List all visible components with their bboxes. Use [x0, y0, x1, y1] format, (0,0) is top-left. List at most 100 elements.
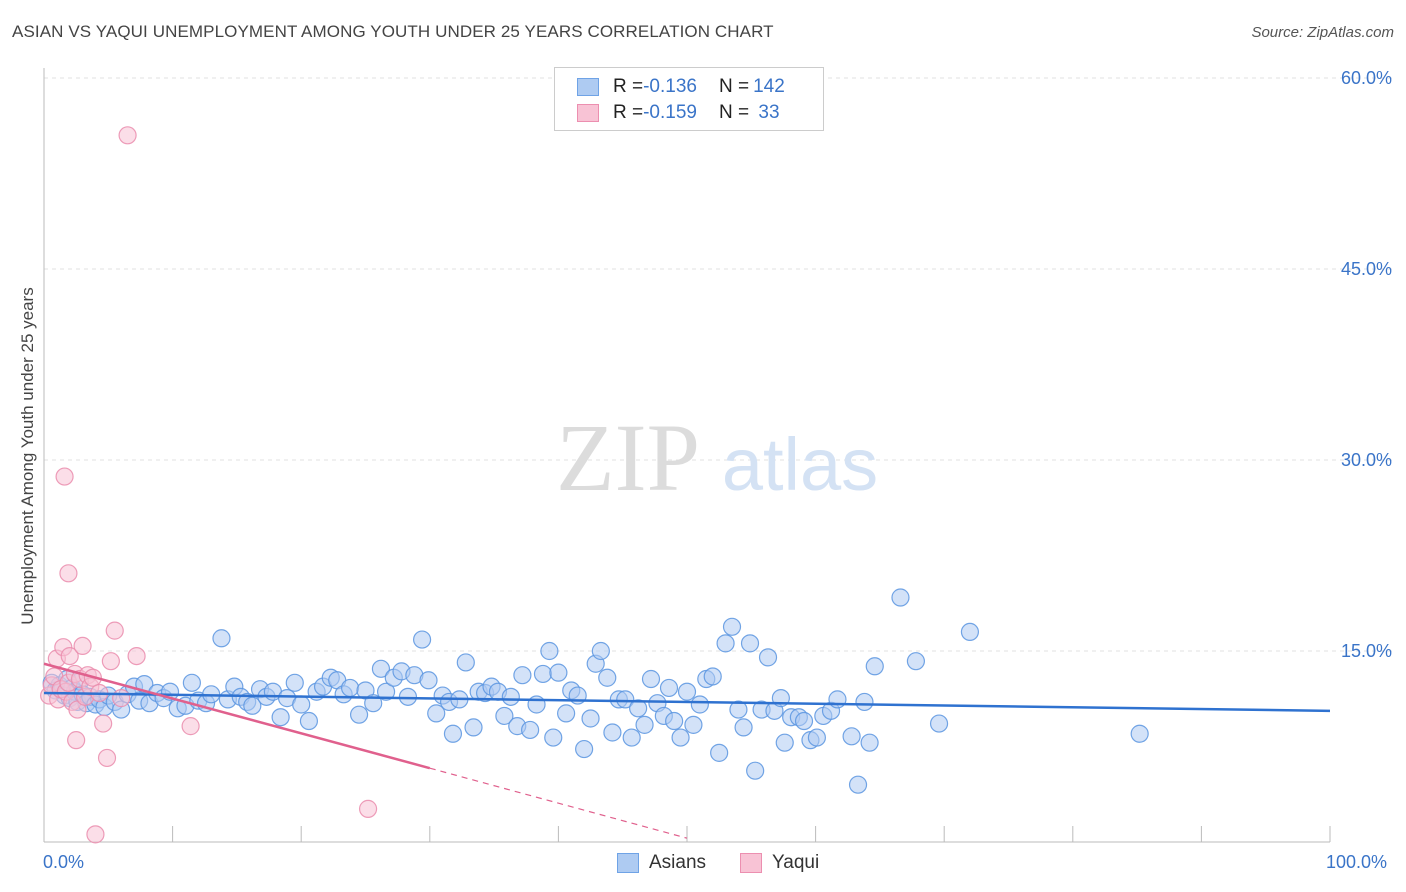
bottom-legend-label-yaqui: Yaqui	[772, 852, 820, 873]
point-asians	[292, 695, 311, 714]
legend-swatch-asians	[577, 78, 599, 96]
grid-layer	[44, 77, 1394, 652]
bottom-legend: Asians Yaqui	[0, 852, 1406, 876]
point-yaqui	[94, 714, 113, 733]
point-yaqui	[60, 646, 79, 666]
point-yaqui	[358, 799, 378, 818]
point-asians	[855, 692, 874, 712]
point-asians	[891, 588, 910, 607]
point-asians	[794, 711, 814, 731]
point-yaqui	[181, 717, 200, 736]
point-asians	[690, 695, 709, 714]
point-asians	[865, 657, 884, 676]
point-asians	[135, 675, 154, 694]
point-asians	[758, 648, 778, 667]
point-yaqui	[105, 621, 124, 640]
legend-row-asians: R = -0.136 N = 142	[577, 75, 785, 99]
point-asians	[740, 634, 760, 653]
point-asians	[775, 733, 794, 752]
watermark-zip: ZIP	[556, 404, 700, 511]
x-axis-min-label: 0.0%	[43, 852, 85, 872]
point-yaqui	[73, 636, 92, 656]
point-asians	[716, 634, 735, 653]
point-asians	[285, 673, 304, 692]
point-asians	[533, 664, 553, 684]
point-yaqui	[67, 731, 86, 750]
legend-swatch-yaqui	[577, 104, 599, 122]
point-asians	[340, 678, 360, 698]
point-asians	[665, 711, 684, 731]
point-yaqui	[118, 126, 137, 145]
point-asians	[629, 699, 648, 718]
trendline-extension-yaqui	[429, 767, 688, 839]
point-asians	[544, 728, 563, 747]
point-yaqui	[112, 689, 131, 708]
point-asians	[641, 669, 661, 689]
legend-r-value: -0.136	[643, 76, 697, 97]
point-asians	[677, 682, 697, 701]
point-asians	[371, 659, 391, 678]
point-asians	[540, 641, 559, 661]
axis-layer	[43, 68, 1331, 843]
point-asians	[521, 720, 540, 740]
legend-n-label: N =	[718, 102, 750, 123]
point-yaqui	[86, 825, 105, 844]
legend-n-value: 33	[753, 102, 780, 123]
point-asians	[456, 653, 475, 672]
point-asians	[549, 663, 568, 682]
point-asians	[734, 718, 753, 737]
point-asians	[906, 652, 926, 671]
legend-row-yaqui: R = -0.159 N = 33	[577, 101, 780, 125]
trend-layer	[43, 662, 1331, 839]
point-asians	[929, 714, 949, 733]
point-asians	[960, 622, 980, 642]
point-asians	[671, 728, 690, 747]
legend-r-value: -0.159	[643, 102, 697, 123]
ytick-labels: 15.0% 30.0% 45.0% 60.0%	[1341, 68, 1392, 661]
point-asians	[243, 696, 262, 715]
y-tick-label: 45.0%	[1341, 259, 1392, 279]
point-asians	[860, 733, 879, 752]
y-tick-label: 60.0%	[1341, 68, 1392, 88]
point-asians	[443, 724, 463, 743]
legend-n-value: 142	[753, 76, 785, 97]
legend-r-label: R =	[613, 76, 644, 97]
point-asians	[557, 704, 576, 723]
point-asians	[684, 715, 703, 734]
chart-title: ASIAN VS YAQUI UNEMPLOYMENT AMONG YOUTH …	[12, 22, 774, 41]
point-asians	[581, 709, 600, 728]
point-asians	[603, 723, 622, 742]
point-asians	[659, 678, 679, 698]
point-asians	[299, 711, 319, 731]
point-asians	[710, 743, 729, 762]
y-tick-label: 30.0%	[1341, 450, 1392, 470]
point-asians	[703, 667, 722, 686]
point-asians	[376, 682, 396, 701]
bottom-legend-asians: Asians	[617, 852, 706, 874]
point-asians	[842, 727, 861, 746]
point-asians	[349, 705, 369, 724]
point-asians	[635, 715, 654, 734]
point-yaqui	[55, 467, 74, 486]
x-axis-max-label: 100.0%	[1326, 852, 1388, 872]
point-asians	[575, 739, 594, 759]
point-asians	[746, 761, 765, 780]
point-asians	[412, 630, 432, 649]
point-asians	[622, 728, 641, 747]
point-yaqui	[97, 748, 117, 768]
point-asians	[598, 668, 617, 687]
point-asians	[212, 629, 231, 648]
bottom-legend-label-asians: Asians	[649, 852, 707, 873]
bottom-legend-swatch-asians	[617, 853, 639, 873]
point-asians	[271, 708, 290, 727]
point-asians	[427, 704, 446, 723]
point-asians	[501, 687, 520, 706]
point-asians	[513, 666, 532, 685]
point-asians	[848, 775, 868, 794]
point-asians	[182, 673, 201, 692]
point-asians	[495, 706, 514, 726]
points-layer	[40, 126, 1149, 844]
trendline-yaqui	[43, 662, 431, 770]
point-yaqui	[101, 652, 120, 671]
